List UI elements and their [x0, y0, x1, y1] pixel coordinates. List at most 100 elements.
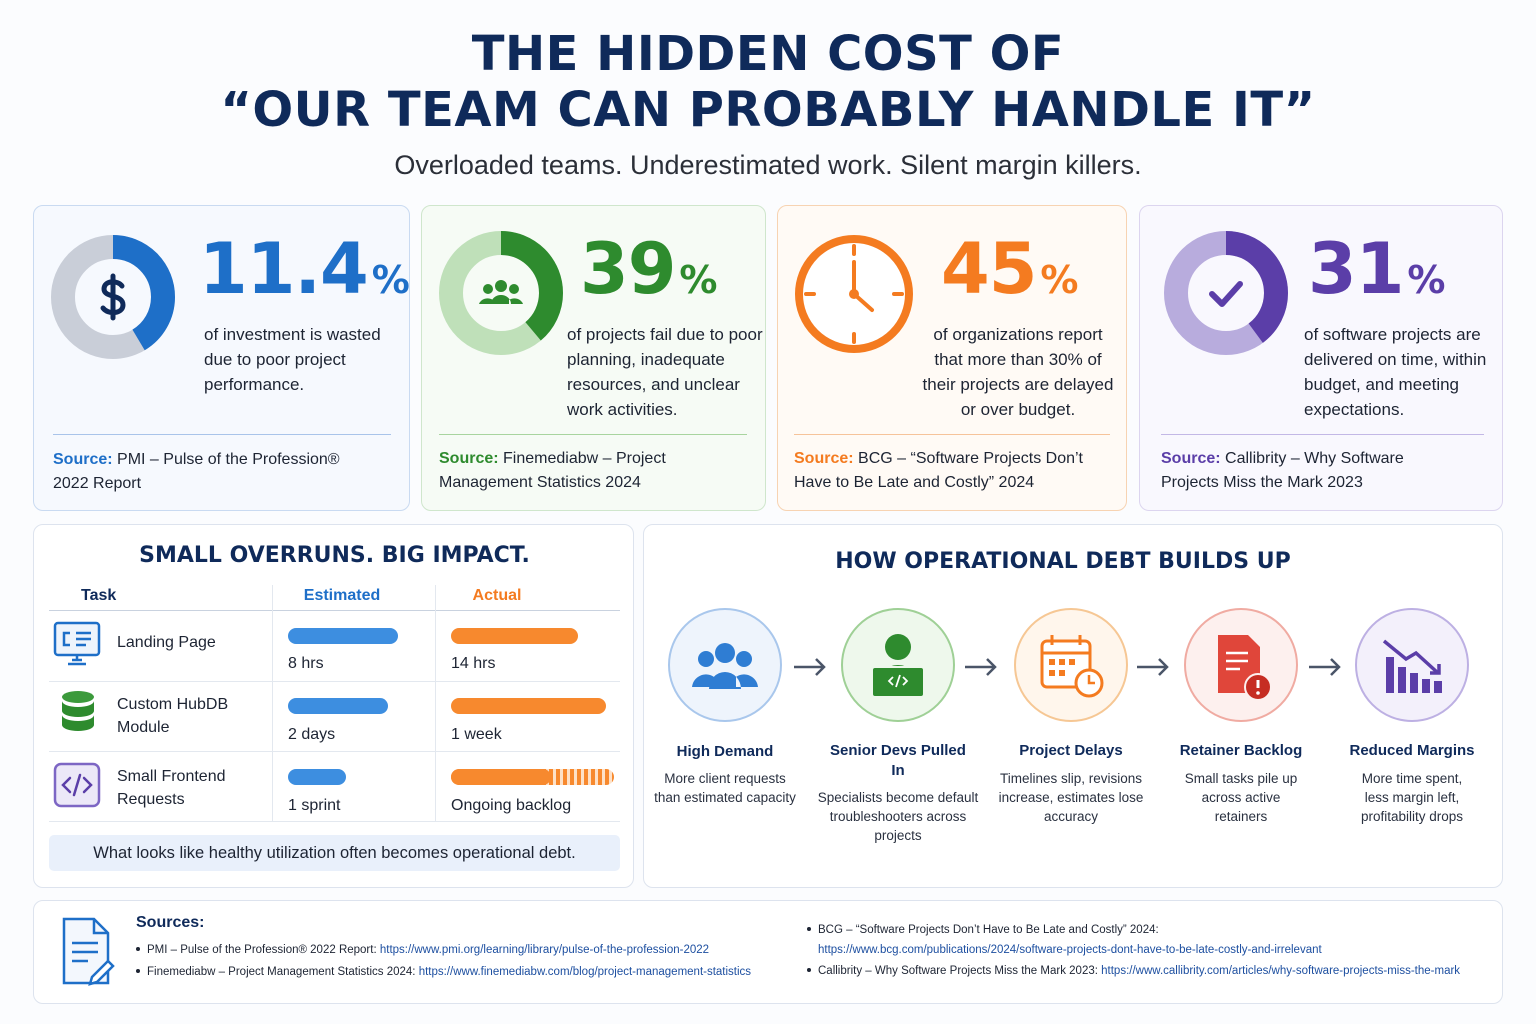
divider	[49, 751, 620, 752]
divider	[439, 434, 747, 435]
source-item: https://www.bcg.com/publications/2024/so…	[818, 944, 1322, 956]
divider	[49, 610, 620, 611]
step-title: Retainer Backlog	[1179, 742, 1303, 759]
stat-card: 11.4% of investment is wasted due to poo…	[33, 205, 410, 511]
source-text: Callibrity – Why Software Projects Miss …	[1161, 450, 1404, 491]
stat-description: of investment is wasted due to poor proj…	[204, 325, 381, 394]
divider	[272, 585, 273, 821]
divider	[53, 434, 391, 435]
step-text: Timelines slip, revisions increase, esti…	[998, 771, 1144, 824]
source-label: Source:	[53, 451, 113, 468]
title-line-1: THE HIDDEN COST OF	[471, 26, 1065, 82]
database-icon	[62, 691, 94, 731]
stat-source: Source: Callibrity – Why Software Projec…	[1161, 447, 1461, 495]
stat-figure: 31%	[1308, 228, 1446, 310]
source-item: Finemediabw – Project Management Statist…	[136, 966, 751, 978]
source-label: Source:	[1161, 450, 1221, 467]
step-text: Small tasks pile up across active retain…	[1184, 771, 1298, 824]
source-link[interactable]: https://www.bcg.com/publications/2024/so…	[818, 944, 1322, 956]
stat-unit: %	[1040, 258, 1079, 302]
source-name: Finemediabw – Project Management Statist…	[147, 966, 416, 978]
source-label: Source:	[439, 450, 499, 467]
stat-description: of software projects are delivered on ti…	[1304, 325, 1487, 419]
divider	[435, 585, 436, 821]
actual-bar	[451, 698, 606, 714]
estimated-bar	[288, 628, 398, 644]
donut-icon	[51, 235, 175, 359]
estimated-value: 1 sprint	[288, 797, 341, 814]
stat-source: Source: PMI – Pulse of the Profession® 2…	[53, 448, 373, 496]
sources-panel: Sources: PMI – Pulse of the Profession® …	[33, 900, 1503, 1004]
source-text: BCG – “Software Projects Don’t Have to B…	[794, 450, 1083, 491]
stat-figure: 39%	[580, 228, 718, 310]
stat-value: 11.4	[199, 228, 369, 310]
step-text: More time spent, less margin left, profi…	[1360, 771, 1464, 824]
bullet	[807, 927, 811, 931]
document-icon	[62, 917, 115, 986]
process-icons	[668, 608, 1469, 722]
stat-value: 39	[580, 228, 676, 310]
divider	[794, 434, 1110, 435]
note: What looks like healthy utilization ofte…	[49, 835, 620, 871]
stat-card: 39% of projects fail due to poor plannin…	[421, 205, 766, 511]
source-link[interactable]: https://www.callibrity.com/articles/why-…	[1101, 965, 1461, 977]
subtitle: Overloaded teams. Underestimated work. S…	[394, 150, 1142, 180]
stat-value: 45	[941, 228, 1037, 310]
source-name: PMI – Pulse of the Profession® 2022 Repo…	[147, 944, 377, 956]
column-header: Estimated	[303, 587, 381, 604]
stat-unit: %	[371, 258, 410, 302]
donut-icon	[439, 231, 563, 355]
actual-value: Ongoing backlog	[451, 797, 572, 814]
stat-card: 45% of organizations report that more th…	[777, 205, 1127, 511]
source-text: PMI – Pulse of the Profession® 2022 Repo…	[53, 451, 340, 492]
task-name: Custom HubDB Module	[117, 696, 229, 736]
step-text: Specialists become default troubleshoote…	[817, 790, 979, 843]
source-item: BCG – “Software Projects Don’t Have to B…	[807, 924, 1159, 936]
step-text: More client requests than estimated capa…	[654, 771, 796, 805]
stat-unit: %	[1407, 258, 1446, 302]
clock-icon	[795, 235, 913, 353]
divider	[1161, 434, 1484, 435]
estimated-bar	[288, 769, 346, 785]
divider	[49, 681, 620, 682]
title-line-2: “OUR TEAM CAN PROBABLY HANDLE IT”	[220, 82, 1316, 138]
stat-source: Source: Finemediabw – Project Management…	[439, 447, 739, 495]
column-header: Task	[81, 587, 117, 604]
source-label: Source:	[794, 450, 854, 467]
stat-card: 31% of software projects are delivered o…	[1139, 205, 1503, 511]
stat-figure: 11.4%	[199, 228, 410, 310]
step-title: Senior Devs Pulled In	[830, 742, 966, 779]
monitor-icon	[53, 621, 101, 666]
divider	[49, 821, 620, 822]
estimated-bar	[288, 698, 388, 714]
bullet	[136, 947, 140, 951]
stat-figure: 45%	[941, 228, 1079, 310]
step-title: Project Delays	[1019, 742, 1123, 759]
stat-description: of projects fail due to poor planning, i…	[567, 325, 763, 419]
column-header: Actual	[472, 587, 522, 604]
source-link[interactable]: https://www.finemediabw.com/blog/project…	[418, 966, 752, 978]
source-item: Callibrity – Why Software Projects Miss …	[807, 965, 1460, 977]
actual-value: 1 week	[451, 726, 502, 743]
step-title: Reduced Margins	[1349, 742, 1475, 759]
panel-title: HOW OPERATIONAL DEBT BUILDS UP	[835, 549, 1291, 574]
sources-title: Sources:	[136, 914, 205, 931]
actual-bar	[451, 769, 551, 785]
bullet	[807, 968, 811, 972]
panel-title: SMALL OVERRUNS. BIG IMPACT.	[139, 543, 530, 568]
estimated-value: 8 hrs	[288, 655, 324, 672]
code-icon	[53, 762, 101, 808]
debt-panel: HOW OPERATIONAL DEBT BUILDS UP	[643, 524, 1503, 888]
source-link[interactable]: https://www.pmi.org/learning/library/pul…	[379, 944, 710, 956]
overruns-panel: SMALL OVERRUNS. BIG IMPACT. Task Estimat…	[33, 524, 634, 888]
source-name: BCG – “Software Projects Don’t Have to B…	[818, 924, 1159, 936]
source-item: PMI – Pulse of the Profession® 2022 Repo…	[136, 944, 709, 956]
source-name: Callibrity – Why Software Projects Miss …	[818, 965, 1098, 977]
stat-value: 31	[1308, 228, 1404, 310]
stat-description: of organizations report that more than 3…	[922, 325, 1114, 419]
stat-source: Source: BCG – “Software Projects Don’t H…	[794, 447, 1114, 495]
actual-bar	[451, 628, 578, 644]
donut-icon	[1164, 231, 1288, 355]
step-title: High Demand	[676, 743, 774, 760]
